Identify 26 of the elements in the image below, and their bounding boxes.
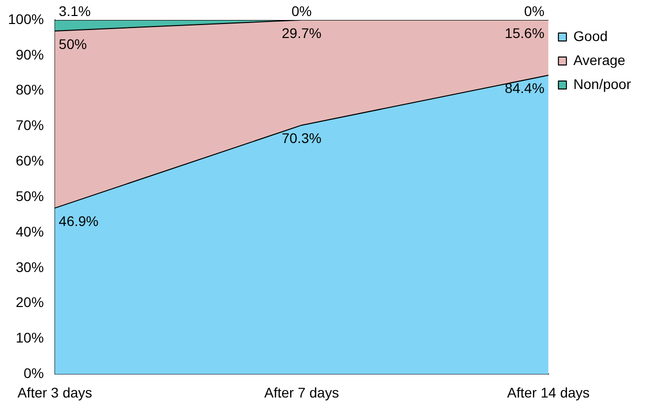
y-tick-label: 20% (16, 294, 44, 310)
data-label: 0% (291, 2, 312, 19)
data-label: 46.9% (58, 212, 99, 229)
data-label: 0% (524, 2, 544, 19)
y-tick-label: 0% (24, 365, 44, 382)
y-tick-label: 60% (16, 152, 44, 169)
x-tick-label: After 14 days (507, 384, 590, 400)
y-tick-label: 30% (16, 258, 44, 275)
data-label: 29.7% (282, 24, 322, 41)
y-tick-label: 70% (16, 117, 44, 134)
y-tick-label: 80% (16, 82, 44, 98)
data-label: 50% (58, 36, 87, 52)
y-tick-label: 40% (16, 223, 44, 240)
legend-label: Average (573, 52, 626, 68)
data-label: 84.4% (504, 80, 544, 96)
legend-label: Good (573, 28, 608, 44)
data-label: 15.6% (504, 24, 544, 41)
x-tick-label: After 7 days (264, 384, 339, 400)
y-tick-label: 100% (8, 10, 44, 27)
y-tick-label: 90% (16, 46, 44, 62)
y-tick-label: 50% (16, 188, 44, 204)
data-label: 70.3% (282, 130, 322, 146)
y-tick-label: 10% (16, 330, 44, 346)
data-label: 3.1% (58, 2, 91, 19)
legend-label: Non/poor (573, 76, 632, 92)
x-tick-label: After 3 days (17, 384, 92, 400)
